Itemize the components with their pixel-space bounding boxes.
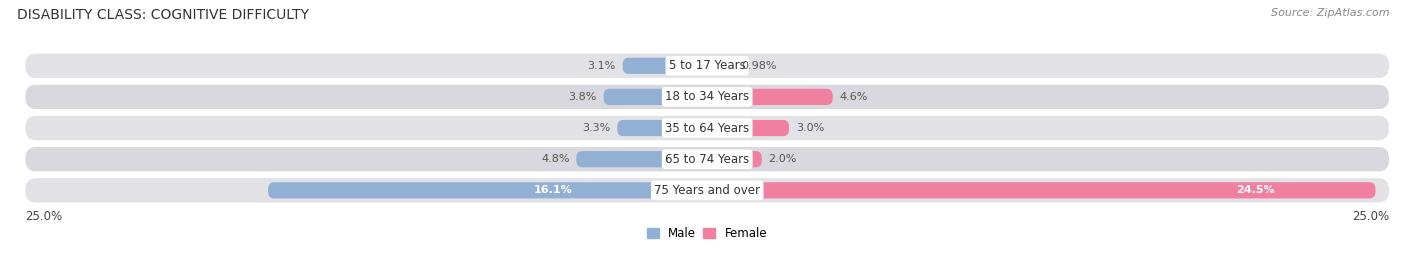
Text: 4.8%: 4.8% bbox=[541, 154, 569, 164]
Legend: Male, Female: Male, Female bbox=[647, 227, 768, 240]
Text: 3.8%: 3.8% bbox=[568, 92, 596, 102]
Text: 75 Years and over: 75 Years and over bbox=[654, 184, 761, 197]
FancyBboxPatch shape bbox=[25, 178, 1389, 202]
FancyBboxPatch shape bbox=[25, 85, 1389, 109]
FancyBboxPatch shape bbox=[707, 151, 762, 167]
Text: 5 to 17 Years: 5 to 17 Years bbox=[669, 59, 745, 72]
Text: 16.1%: 16.1% bbox=[534, 185, 572, 195]
Text: 4.6%: 4.6% bbox=[839, 92, 868, 102]
FancyBboxPatch shape bbox=[707, 182, 1375, 198]
FancyBboxPatch shape bbox=[25, 53, 1389, 78]
Text: 3.3%: 3.3% bbox=[582, 123, 610, 133]
FancyBboxPatch shape bbox=[617, 120, 707, 136]
Text: 3.0%: 3.0% bbox=[796, 123, 824, 133]
FancyBboxPatch shape bbox=[603, 89, 707, 105]
Text: 25.0%: 25.0% bbox=[1353, 210, 1389, 223]
FancyBboxPatch shape bbox=[707, 58, 734, 74]
Text: Source: ZipAtlas.com: Source: ZipAtlas.com bbox=[1271, 8, 1389, 18]
Text: 0.98%: 0.98% bbox=[741, 61, 776, 71]
FancyBboxPatch shape bbox=[623, 58, 707, 74]
Text: 3.1%: 3.1% bbox=[588, 61, 616, 71]
FancyBboxPatch shape bbox=[269, 182, 707, 198]
Text: 35 to 64 Years: 35 to 64 Years bbox=[665, 122, 749, 134]
FancyBboxPatch shape bbox=[25, 147, 1389, 171]
Text: 18 to 34 Years: 18 to 34 Years bbox=[665, 90, 749, 103]
FancyBboxPatch shape bbox=[576, 151, 707, 167]
Text: 65 to 74 Years: 65 to 74 Years bbox=[665, 153, 749, 166]
FancyBboxPatch shape bbox=[707, 89, 832, 105]
FancyBboxPatch shape bbox=[25, 116, 1389, 140]
Text: 25.0%: 25.0% bbox=[25, 210, 62, 223]
Text: DISABILITY CLASS: COGNITIVE DIFFICULTY: DISABILITY CLASS: COGNITIVE DIFFICULTY bbox=[17, 8, 309, 22]
FancyBboxPatch shape bbox=[707, 120, 789, 136]
Text: 24.5%: 24.5% bbox=[1236, 185, 1274, 195]
Text: 2.0%: 2.0% bbox=[769, 154, 797, 164]
